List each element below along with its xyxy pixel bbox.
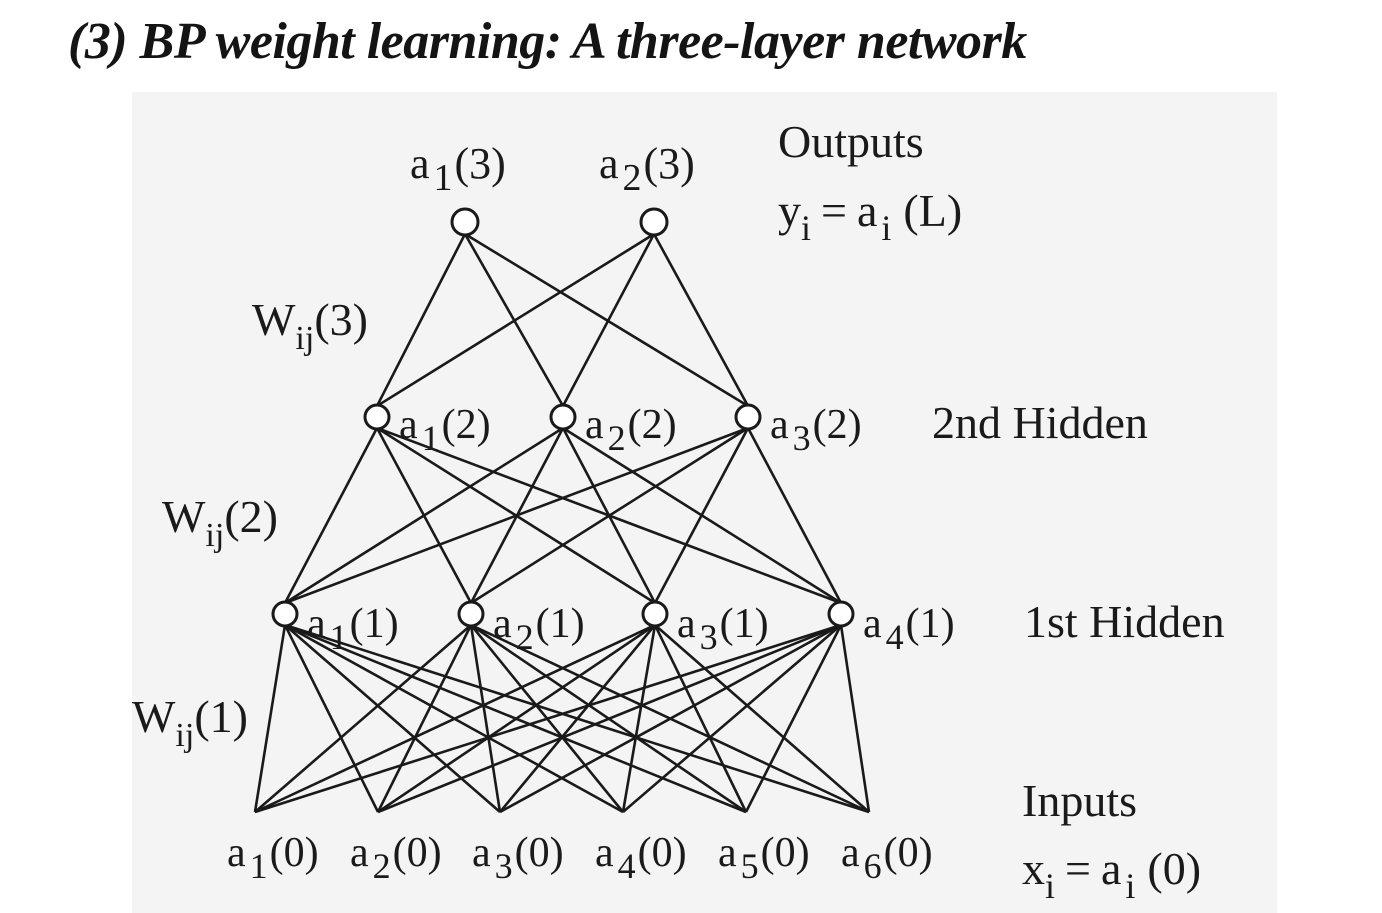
edge-hidden1-3-hidden2-1 <box>376 426 656 605</box>
hidden2-node-label-2: a 2(2) <box>585 402 677 458</box>
hidden2-node-2 <box>549 403 577 431</box>
weight-label-3: Wij(3) <box>252 294 368 357</box>
hidden1-node-1 <box>271 600 299 628</box>
hidden1-node-label-3: a 3(1) <box>677 601 769 657</box>
outputs-label: Outputs <box>778 116 924 167</box>
hidden2-node-label-3: a 3(2) <box>770 402 862 458</box>
input-node-label-6: a 6(0) <box>841 830 933 886</box>
output-node-label-1: a 1(3) <box>410 139 506 199</box>
hidden1-node-3 <box>641 600 669 628</box>
edge-input-4-hidden1-3 <box>621 624 657 813</box>
edge-input-5-hidden1-2 <box>470 623 747 814</box>
output-node-2 <box>639 207 669 237</box>
output-node-label-2: a 2(3) <box>599 139 695 199</box>
edge-input-1-hidden1-1 <box>253 624 287 813</box>
edge-input-2-hidden1-2 <box>376 624 473 813</box>
edge-hidden1-2-hidden2-1 <box>375 427 473 604</box>
hidden2-node-3 <box>734 403 762 431</box>
diagram-panel <box>132 92 1277 913</box>
edge-input-2-hidden1-1 <box>283 624 380 813</box>
edge-input-4-hidden1-1 <box>284 623 624 814</box>
edge-input-6-hidden1-2 <box>470 623 870 814</box>
edge-hidden1-4-hidden2-3 <box>746 427 843 604</box>
edge-input-6-hidden1-3 <box>654 624 870 813</box>
input-node-label-3: a 3(0) <box>472 830 564 886</box>
slide-title: (3) BP weight learning: A three-layer ne… <box>68 13 1027 70</box>
edge-input-1-hidden1-2 <box>254 624 472 813</box>
edge-input-3-hidden1-2 <box>469 624 502 813</box>
edge-hidden2-1-output-1 <box>375 233 467 407</box>
edge-input-4-hidden1-2 <box>469 624 625 813</box>
weight-label-2: Wij(2) <box>162 491 278 554</box>
edge-hidden1-1-hidden2-1 <box>283 427 379 604</box>
edge-input-4-hidden1-4 <box>622 624 842 813</box>
edge-input-5-hidden1-3 <box>653 624 748 813</box>
edge-hidden1-4-hidden2-2 <box>562 426 842 605</box>
edge-hidden2-2-output-1 <box>463 233 565 407</box>
edge-input-6-hidden1-1 <box>284 623 870 814</box>
neuron-nodes <box>271 207 855 628</box>
edge-input-3-hidden1-1 <box>284 624 501 813</box>
hidden1-label: 1st Hidden <box>1024 596 1225 647</box>
hidden2-label: 2nd Hidden <box>932 397 1148 448</box>
output-node-1 <box>450 207 480 237</box>
edge-hidden2-3-output-2 <box>652 233 750 407</box>
input-node-label-5: a 5(0) <box>718 830 810 886</box>
hidden2-node-1 <box>363 403 391 431</box>
edge-input-5-hidden1-4 <box>744 624 843 813</box>
hidden1-node-label-1: a 1(1) <box>307 601 399 657</box>
hidden2-node-label-1: a 1(2) <box>399 402 491 458</box>
hidden1-node-4 <box>827 600 855 628</box>
hidden1-node-label-4: a 4(1) <box>863 601 955 657</box>
weight-label-1: Wij(1) <box>132 691 248 754</box>
input-node-label-2: a 2(0) <box>350 830 442 886</box>
neuron-labels: a 1(0) a 2(0) a 3(0) a 4(0) a 5(0) a 6(0) a 1(1) a 2(1)… <box>227 139 955 886</box>
outputs-equation: yi = a i (L) <box>778 185 962 248</box>
input-node-label-4: a 4(0) <box>595 830 687 886</box>
edge-input-6-hidden1-4 <box>839 624 871 813</box>
hidden1-node-label-2: a 2(1) <box>493 601 585 657</box>
inputs-equation: xi = a i (0) <box>1022 843 1201 906</box>
input-node-label-1: a 1(0) <box>227 830 319 886</box>
edge-hidden2-1-output-2 <box>376 232 655 408</box>
connection-lines <box>253 232 871 814</box>
inputs-label: Inputs <box>1022 775 1137 826</box>
hidden1-node-2 <box>457 600 485 628</box>
edge-hidden1-4-hidden2-1 <box>376 426 842 605</box>
edge-input-5-hidden1-1 <box>284 623 747 814</box>
edge-hidden2-3-output-1 <box>464 232 749 408</box>
